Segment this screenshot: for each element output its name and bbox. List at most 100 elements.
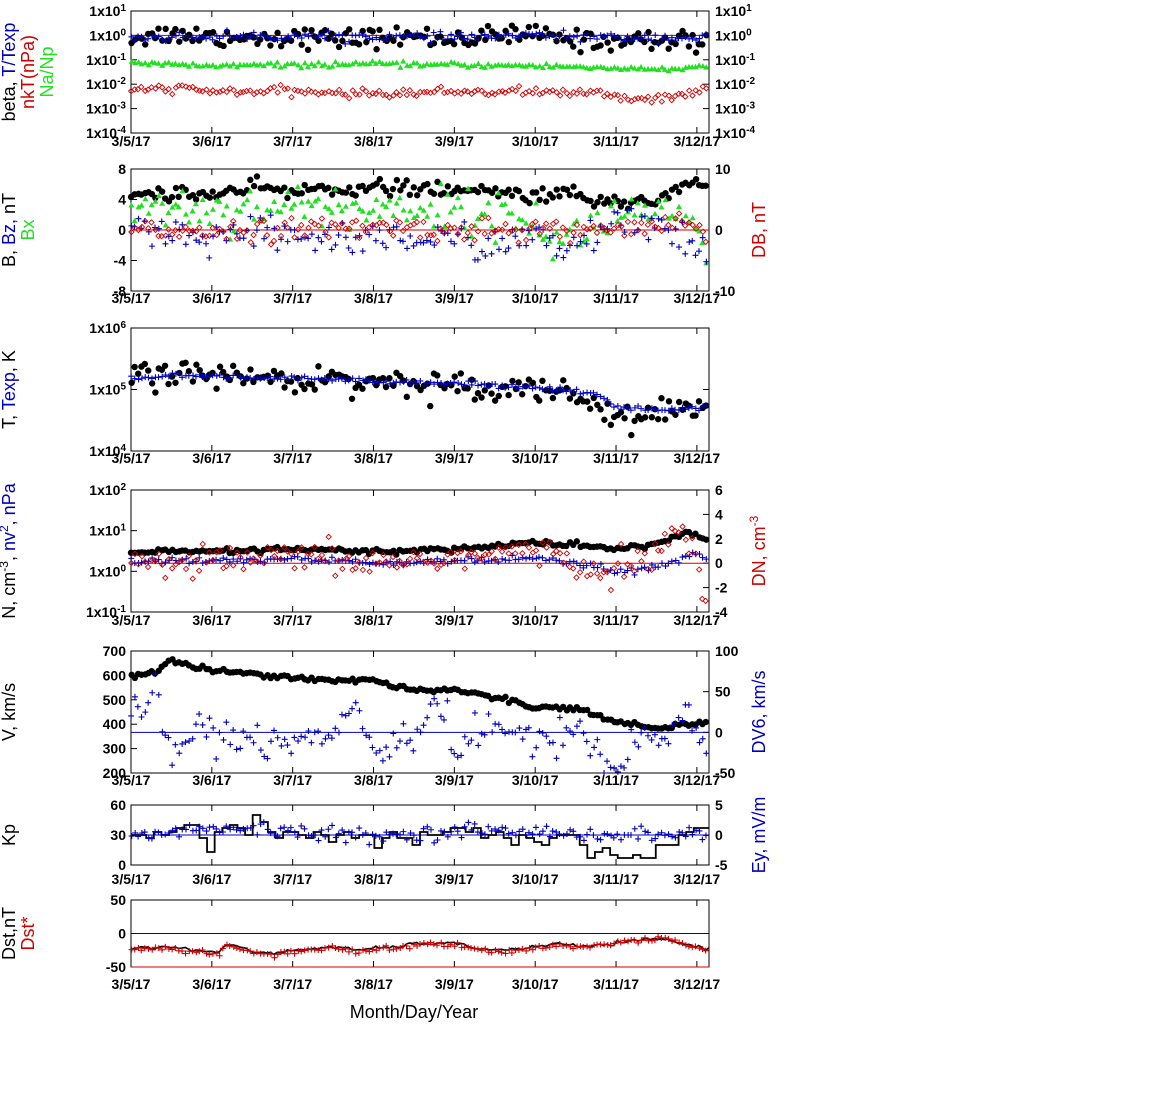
data-point <box>614 217 621 224</box>
data-point <box>522 832 529 839</box>
data-point <box>362 228 370 236</box>
data-point <box>267 546 275 554</box>
y-axis-label-part-0-1: Texp <box>0 372 19 410</box>
data-point <box>195 567 203 575</box>
y-axis-label-right-0: DN, cm-3 <box>747 515 769 586</box>
y-axis-label-part-1-0: Bx <box>18 219 38 240</box>
data-point <box>661 735 668 742</box>
data-point <box>614 91 622 99</box>
data-point <box>383 829 390 836</box>
data-point <box>478 87 486 95</box>
data-point <box>209 950 216 957</box>
data-point <box>601 64 608 71</box>
data-point <box>386 380 393 387</box>
data-point <box>359 566 367 574</box>
data-point <box>638 219 645 227</box>
data-point <box>614 34 621 41</box>
data-point <box>152 198 159 204</box>
data-point <box>230 34 237 41</box>
data-point <box>155 691 162 698</box>
data-point <box>624 560 631 568</box>
data-point <box>328 191 336 198</box>
data-point <box>172 379 179 386</box>
data-point <box>523 220 530 226</box>
data-point <box>220 33 227 40</box>
data-point <box>196 239 203 246</box>
data-point <box>634 547 641 555</box>
data-point <box>556 714 563 721</box>
data-point <box>403 393 411 401</box>
data-point <box>397 41 404 48</box>
data-point <box>665 740 672 747</box>
data-point <box>237 827 244 834</box>
x-tick-label: 3/9/17 <box>435 290 474 306</box>
data-point <box>250 739 257 746</box>
data-point <box>689 92 696 99</box>
data-point <box>135 215 142 222</box>
data-point <box>362 33 369 40</box>
data-point <box>159 946 166 953</box>
y-tick-label: 1x101 <box>89 522 126 539</box>
data-point <box>495 558 502 565</box>
y-tick-label-exp: 1 <box>120 522 126 533</box>
data-point <box>397 379 404 386</box>
data-point <box>366 209 373 216</box>
data-point <box>233 206 240 213</box>
data-point <box>131 693 138 700</box>
data-point <box>671 527 679 535</box>
data-point <box>495 544 502 551</box>
data-point <box>270 35 277 42</box>
data-point <box>505 245 512 252</box>
data-point <box>359 27 366 35</box>
data-point <box>240 380 247 387</box>
data-point <box>386 94 393 101</box>
data-point <box>223 88 231 96</box>
data-point <box>542 944 549 951</box>
panel-3: 3/5/17 3/6/17 3/7/17 3/8/17 3/9/17 3/10/17 3/1… <box>0 320 720 467</box>
data-point <box>641 213 648 220</box>
data-point <box>308 26 315 34</box>
data-point <box>597 32 604 39</box>
data-point <box>566 33 573 40</box>
data-point <box>298 235 305 242</box>
data-point <box>665 831 672 838</box>
data-point <box>189 378 197 385</box>
data-point <box>345 377 352 384</box>
data-point <box>692 405 699 412</box>
data-point <box>512 729 519 736</box>
data-point <box>525 829 532 836</box>
data-point <box>230 943 237 950</box>
data-point <box>349 60 356 67</box>
data-point <box>400 182 407 189</box>
data-point <box>168 373 176 380</box>
data-point <box>427 379 434 386</box>
data-point <box>349 375 356 382</box>
data-point <box>301 26 308 33</box>
x-tick-label: 3/7/17 <box>273 772 312 788</box>
data-point <box>162 943 169 950</box>
data-point <box>369 374 377 382</box>
x-tick-label: 3/9/17 <box>435 871 474 887</box>
x-tick-label: 3/9/17 <box>435 976 474 992</box>
data-point <box>247 33 254 40</box>
data-point <box>549 828 556 835</box>
data-point <box>621 229 628 236</box>
data-point <box>573 560 580 567</box>
data-point <box>424 714 431 721</box>
data-point <box>220 42 227 50</box>
data-point <box>525 87 533 95</box>
y-axis-label-right-part-0-0: DV6, km/s <box>749 670 769 753</box>
data-point <box>586 405 594 412</box>
data-point <box>417 33 424 40</box>
data-point <box>703 556 710 563</box>
data-point <box>451 824 458 831</box>
y-tick-label-right: 2 <box>715 531 723 547</box>
data-point <box>301 232 308 239</box>
data-point <box>542 198 550 205</box>
data-point <box>461 61 468 68</box>
data-point <box>393 217 400 224</box>
data-point <box>512 87 520 95</box>
data-point <box>536 29 543 36</box>
data-point <box>563 247 570 254</box>
data-point <box>325 376 332 383</box>
